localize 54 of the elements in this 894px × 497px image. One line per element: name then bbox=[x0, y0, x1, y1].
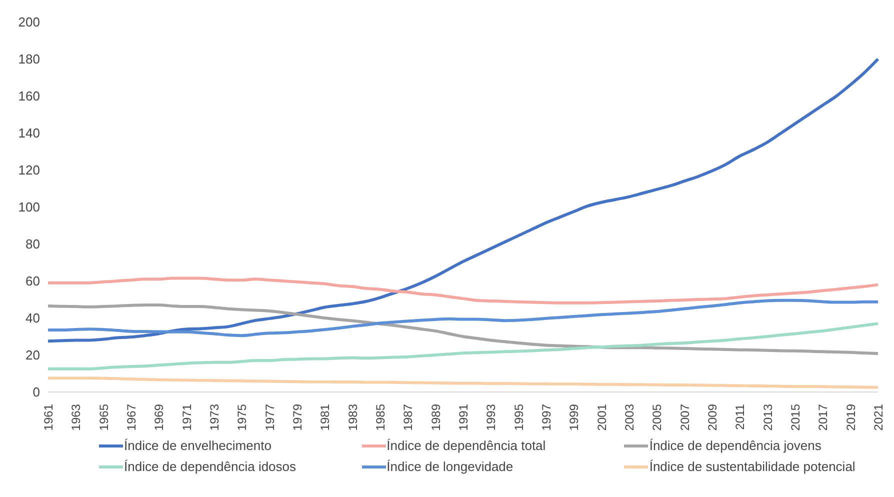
line-series bbox=[46, 298, 880, 338]
legend-label: Índice de envelhecimento bbox=[124, 438, 272, 453]
y-tick-label: 80 bbox=[26, 236, 40, 252]
legend-label: Índice de dependência jovens bbox=[649, 438, 822, 453]
legend-label: Índice de dependência total bbox=[386, 438, 546, 453]
x-tick-label: 2001 bbox=[594, 404, 609, 431]
x-tick-label: 1981 bbox=[318, 404, 332, 431]
x-tick-label: 1961 bbox=[42, 404, 56, 431]
x-tick-label: 1969 bbox=[152, 404, 166, 431]
y-tick-label: 0 bbox=[32, 384, 40, 400]
x-tick-label: 1965 bbox=[96, 404, 111, 431]
x-tick-label: 2003 bbox=[622, 404, 637, 431]
x-tick-label: 1985 bbox=[374, 404, 388, 431]
x-tick-label: 1997 bbox=[540, 404, 554, 431]
line-series bbox=[46, 304, 880, 356]
x-tick-label: 2007 bbox=[678, 404, 692, 431]
x-tick-label: 2011 bbox=[733, 404, 748, 430]
y-tick-label: 180 bbox=[18, 52, 40, 67]
line-series bbox=[46, 376, 880, 389]
x-tick-label: 1995 bbox=[512, 404, 526, 431]
x-tick-label: 1973 bbox=[208, 404, 222, 431]
x-tick-label: 2017 bbox=[816, 404, 830, 431]
y-tick-label: 200 bbox=[18, 14, 40, 30]
legend-label: Índice de sustentabilidade potencial bbox=[649, 459, 856, 474]
y-tick-label: 140 bbox=[18, 126, 40, 141]
x-tick-label: 2019 bbox=[844, 404, 858, 431]
y-tick-label: 120 bbox=[18, 162, 40, 178]
legend-label: Índice de dependência idosos bbox=[124, 459, 296, 474]
y-tick-label: 100 bbox=[18, 200, 40, 215]
x-tick-label: 2009 bbox=[706, 404, 720, 431]
line-series bbox=[46, 58, 880, 343]
x-tick-label: 1975 bbox=[235, 404, 250, 431]
x-tick-label: 1999 bbox=[567, 404, 582, 431]
y-tick-label: 40 bbox=[26, 310, 40, 326]
x-tick-label: 1991 bbox=[456, 404, 471, 431]
y-tick-label: 60 bbox=[26, 274, 40, 289]
x-tick-label: 1963 bbox=[69, 404, 84, 431]
x-tick-label: 1989 bbox=[428, 404, 443, 431]
x-tick-label: 2005 bbox=[650, 404, 664, 431]
x-tick-label: 2021 bbox=[872, 404, 886, 431]
x-tick-label: 1993 bbox=[484, 404, 498, 431]
line-series bbox=[46, 276, 880, 304]
legend-label: Índice de longevidade bbox=[386, 459, 514, 474]
x-tick-label: 2013 bbox=[760, 404, 775, 431]
x-tick-label: 1971 bbox=[180, 404, 194, 431]
x-tick-label: 2015 bbox=[788, 404, 803, 431]
x-tick-label: 1967 bbox=[124, 404, 139, 431]
line-series bbox=[46, 322, 880, 370]
y-tick-label: 160 bbox=[18, 88, 40, 104]
x-tick-label: 1979 bbox=[290, 404, 305, 431]
x-tick-label: 1987 bbox=[401, 404, 416, 431]
x-tick-label: 1977 bbox=[262, 404, 277, 431]
y-tick-label: 20 bbox=[26, 348, 40, 363]
x-tick-label: 1983 bbox=[346, 404, 360, 431]
